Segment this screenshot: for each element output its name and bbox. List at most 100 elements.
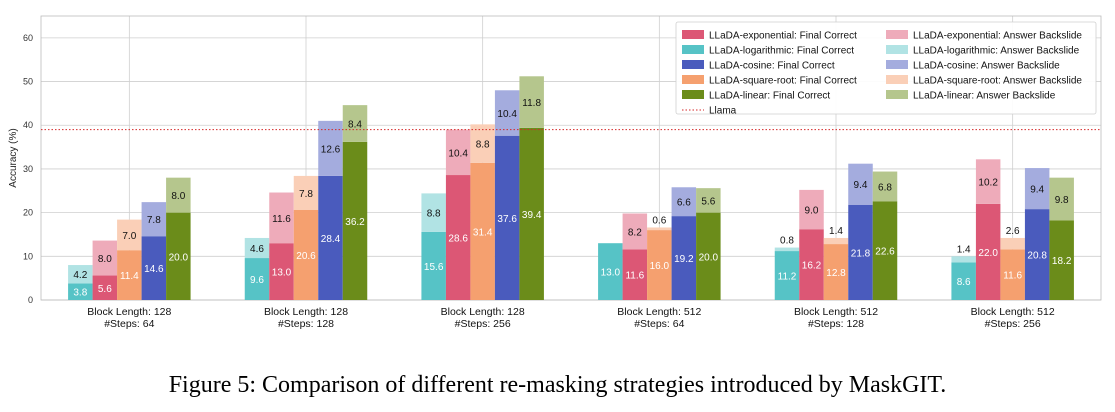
bar-final-correct <box>1024 209 1050 300</box>
legend-swatch <box>886 90 908 99</box>
legend-label: LLaDA-square-root: Answer Backslide <box>913 76 1082 87</box>
data-label-backslide: 11.8 <box>522 98 541 109</box>
data-label-final: 20.0 <box>169 252 189 263</box>
bar-final-correct <box>445 175 471 300</box>
data-label-backslide: 7.8 <box>147 215 161 226</box>
x-category-label: Block Length: 128 <box>264 306 348 318</box>
data-label-backslide: 8.8 <box>427 209 441 220</box>
bar-final-correct <box>872 201 898 300</box>
bar-final-correct <box>92 275 118 300</box>
data-label-final: 13.0 <box>272 268 292 279</box>
data-label-final: 20.8 <box>1027 251 1047 262</box>
y-tick-label: 30 <box>23 164 33 174</box>
x-category-label: #Steps: 256 <box>455 318 511 330</box>
data-label-final: 11.4 <box>120 271 139 282</box>
x-category-label: #Steps: 128 <box>808 318 864 330</box>
bar-final-correct <box>318 175 343 300</box>
data-label-final: 19.2 <box>674 254 694 265</box>
bar-final-correct <box>671 216 697 300</box>
data-label-backslide: 4.2 <box>73 270 87 281</box>
data-label-backslide: 6.6 <box>677 198 691 209</box>
bar-answer-backslide <box>647 227 672 231</box>
legend-swatch <box>682 30 704 39</box>
legend-swatch <box>886 75 908 84</box>
bar-final-correct <box>975 203 1001 300</box>
bar-answer-backslide <box>519 76 544 128</box>
legend-label: LLaDA-linear: Answer Backslide <box>913 91 1056 102</box>
bar-final-correct <box>342 141 368 300</box>
legend-swatch <box>886 30 908 39</box>
y-tick-label: 60 <box>23 33 33 43</box>
x-category-label: #Steps: 128 <box>278 318 334 330</box>
bar-answer-backslide <box>494 90 520 136</box>
bar-answer-backslide <box>244 237 270 259</box>
data-label-final: 11.6 <box>1003 271 1022 282</box>
bar-final-correct <box>848 204 873 300</box>
legend-label: LLaDA-exponential: Final Correct <box>709 31 857 42</box>
bar-final-correct <box>1000 249 1025 300</box>
bar-answer-backslide <box>951 256 976 263</box>
x-category-label: Block Length: 512 <box>617 306 701 318</box>
data-label-backslide: 10.4 <box>448 148 468 159</box>
data-label-final: 31.4 <box>473 227 493 238</box>
bar-answer-backslide <box>141 202 167 237</box>
bar-final-correct <box>1049 220 1074 300</box>
x-category-label: Block Length: 128 <box>441 306 525 318</box>
data-label-backslide: 8.4 <box>348 119 362 130</box>
bar-final-correct <box>470 162 495 300</box>
data-label-backslide: 1.4 <box>829 226 843 237</box>
x-category-label: #Steps: 64 <box>104 318 154 330</box>
y-tick-label: 20 <box>23 208 33 218</box>
x-category-label: #Steps: 256 <box>985 318 1041 330</box>
legend-label: LLaDA-linear: Final Correct <box>709 91 830 102</box>
data-label-final: 22.6 <box>875 247 895 258</box>
y-tick-label: 50 <box>23 77 33 87</box>
x-category-label: Block Length: 512 <box>971 306 1055 318</box>
legend-swatch <box>682 90 704 99</box>
data-label-final: 3.8 <box>73 288 87 299</box>
data-label-final: 28.4 <box>321 234 341 245</box>
bar-final-correct <box>799 229 824 300</box>
data-label-final: 28.6 <box>448 234 468 245</box>
legend-label: LLaDA-logarithmic: Final Correct <box>709 46 854 57</box>
bar-final-correct <box>519 127 544 300</box>
data-label-backslide: 9.8 <box>1055 195 1069 206</box>
bar-final-correct <box>68 283 93 300</box>
bar-final-correct <box>696 212 721 300</box>
y-tick-label: 10 <box>23 251 33 261</box>
bar-answer-backslide <box>68 265 93 284</box>
data-label-backslide: 6.8 <box>878 182 892 193</box>
data-label-final: 15.6 <box>424 262 444 273</box>
bar-answer-backslide <box>1024 168 1050 210</box>
data-label-final: 37.6 <box>497 214 517 225</box>
bar-answer-backslide <box>671 187 697 217</box>
data-label-final: 36.2 <box>345 217 365 228</box>
x-category-label: Block Length: 128 <box>87 306 171 318</box>
bar-answer-backslide <box>872 171 898 202</box>
data-label-backslide: 5.6 <box>701 196 715 207</box>
bar-final-correct <box>647 230 672 300</box>
data-label-backslide: 8.2 <box>628 227 642 238</box>
data-label-backslide: 11.6 <box>272 214 291 225</box>
data-label-backslide: 0.6 <box>652 215 666 226</box>
chart: 0 10 20 30 40 50 60 Accuracy (%) 3.8 4.2 5.6 8.0 11.… <box>8 15 1102 330</box>
bar-final-correct <box>622 249 648 300</box>
bar-final-correct <box>293 209 319 300</box>
bar-final-correct <box>117 250 142 300</box>
bar-answer-backslide <box>774 247 800 252</box>
x-category-label: #Steps: 64 <box>634 318 684 330</box>
bar-final-correct <box>598 243 623 300</box>
data-label-backslide: 4.6 <box>250 244 264 255</box>
bar-answer-backslide <box>166 177 191 213</box>
figure-caption: Figure 5: Comparison of different re-mas… <box>168 372 947 398</box>
data-label-backslide: 9.0 <box>805 206 819 217</box>
data-label-backslide: 9.4 <box>1030 185 1044 196</box>
data-label-backslide: 9.4 <box>854 180 868 191</box>
data-label-final: 20.0 <box>699 252 719 263</box>
bar-answer-backslide <box>823 237 849 245</box>
bar-final-correct <box>421 231 446 300</box>
bar-final-correct <box>166 212 191 300</box>
legend-label: LLaDA-square-root: Final Correct <box>709 76 857 87</box>
y-tick-label: 40 <box>23 120 33 130</box>
bar-final-correct <box>269 243 294 300</box>
